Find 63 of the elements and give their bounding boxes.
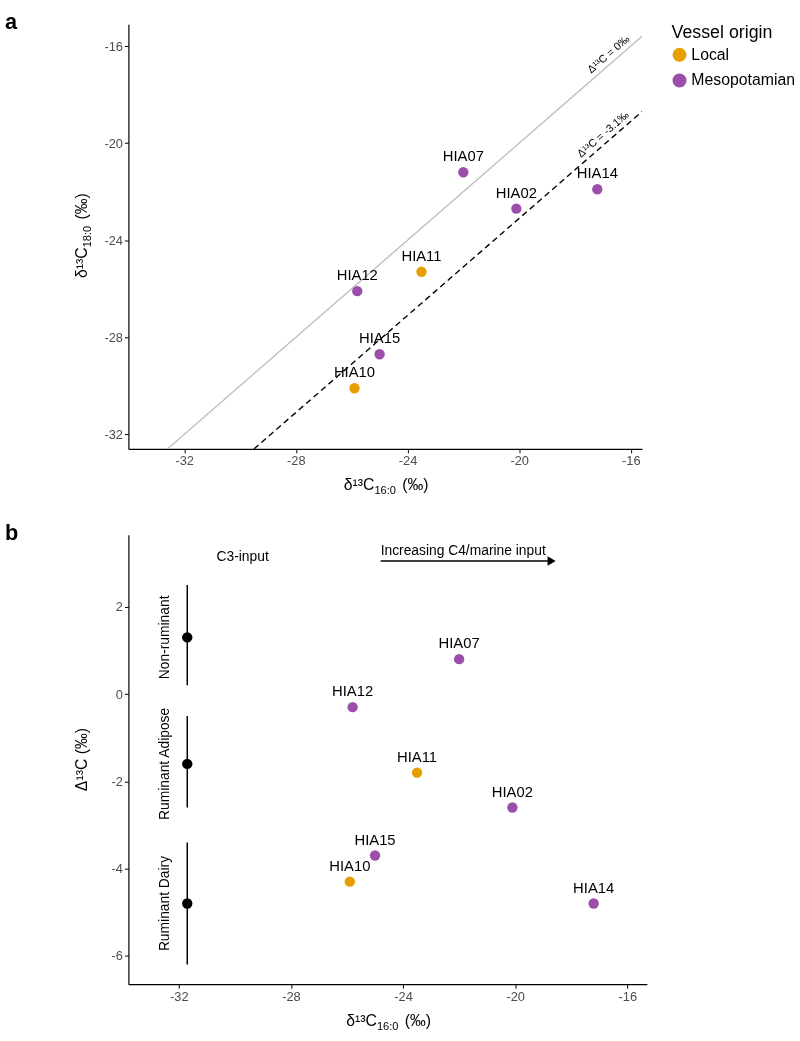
point: [352, 286, 363, 297]
chart-title: b: [4, 519, 19, 545]
x-tick-label: -24: [398, 453, 418, 469]
x-tick-label: -32: [175, 453, 194, 469]
y-tick-label: -2: [111, 773, 123, 789]
x-tick-label: -28: [282, 988, 301, 1004]
point: [458, 167, 469, 178]
y-tick-label: -28: [104, 329, 123, 345]
x-tick-label: -16: [622, 453, 641, 469]
point: [182, 632, 193, 643]
x-tick-label: -32: [170, 988, 189, 1004]
annotation: HIA12: [336, 267, 378, 284]
annotation: HIA07: [438, 635, 480, 652]
y-tick-label: -6: [111, 948, 123, 964]
annotation: Non-ruminant: [156, 595, 173, 680]
annotation: HIA12: [332, 683, 374, 700]
point: [182, 898, 193, 909]
point: [182, 758, 193, 770]
point: [592, 184, 603, 195]
point: [374, 349, 385, 360]
point: [369, 850, 381, 861]
x-tick-label: -20: [506, 988, 525, 1004]
annotation: HIA15: [359, 330, 401, 347]
legend-label: Mesopotamian: [691, 71, 795, 89]
point: [507, 802, 518, 813]
x-tick-label: -16: [618, 988, 638, 1004]
point: [511, 203, 522, 214]
annotation: HIA14: [573, 879, 615, 896]
annotation: HIA11: [401, 247, 442, 264]
chart-title: a: [4, 9, 18, 35]
annotation: HIA10: [333, 364, 376, 381]
y-tick-label: -16: [104, 38, 123, 54]
annotation: Increasing C4/marine input: [380, 542, 546, 559]
y-tick-label: -24: [104, 232, 123, 248]
y-tick-label: 0: [115, 686, 123, 702]
y-tick-label: -20: [104, 135, 123, 151]
annotation: HIA14: [576, 165, 618, 182]
annotation: HIA15: [354, 831, 396, 848]
legend-label: Local: [691, 45, 730, 63]
annotation: Ruminant Dairy: [156, 855, 173, 952]
point: [347, 702, 358, 713]
point: [349, 383, 360, 394]
point: [588, 898, 599, 909]
point: [416, 266, 427, 277]
y-tick-label: -32: [104, 426, 123, 442]
x-tick-label: -24: [394, 988, 413, 1004]
annotation: HIA02: [495, 184, 537, 201]
annotation: C3-input: [216, 548, 269, 565]
annotation: HIA11: [397, 748, 438, 765]
annotation: Ruminant Adipose: [156, 707, 173, 820]
annotation: HIA07: [442, 148, 484, 165]
annotation: HIA10: [329, 857, 371, 874]
point: [344, 876, 355, 887]
x-tick-label: -20: [510, 453, 529, 469]
annotation: HIA02: [491, 783, 533, 800]
y-tick-label: 2: [115, 599, 123, 615]
point: [453, 654, 465, 665]
point: [411, 767, 423, 778]
y-axis-title: Δ¹³C (‰): [72, 727, 90, 792]
x-tick-label: -28: [287, 453, 306, 469]
y-tick-label: -4: [111, 861, 123, 877]
y-axis-title: δ¹³C18:0 (‰): [72, 193, 93, 279]
legend-title: Vessel origin: [671, 22, 773, 43]
